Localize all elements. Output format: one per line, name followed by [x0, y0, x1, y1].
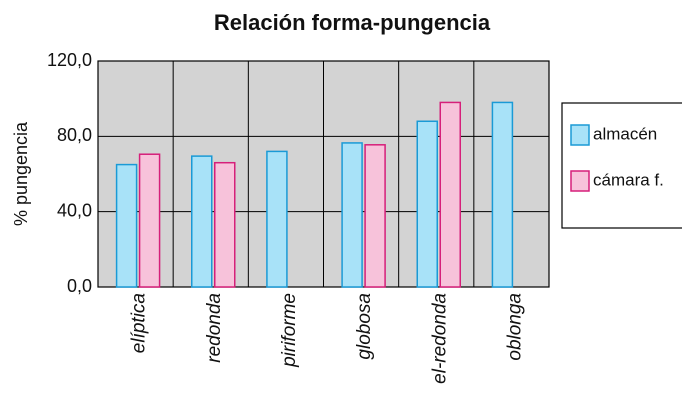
bar	[416, 120, 438, 288]
legend-label: cámara f.	[593, 170, 664, 189]
legend-swatch	[570, 124, 590, 146]
chart-title: Relación forma-pungencia	[214, 10, 491, 35]
y-tick-label: 120,0	[47, 50, 92, 70]
bar	[115, 163, 138, 288]
legend-label: almacén	[593, 124, 657, 143]
x-tick-label: el-redonda	[429, 293, 450, 384]
bar	[341, 142, 363, 288]
legend	[561, 102, 682, 229]
x-tick-label: piriforme	[279, 293, 300, 368]
bar	[491, 101, 514, 288]
y-tick-label: 40,0	[57, 200, 92, 220]
legend-swatch	[570, 170, 590, 192]
bar	[138, 153, 161, 288]
x-tick-label: elíptica	[129, 293, 150, 353]
y-tick-label: 0,0	[67, 276, 92, 296]
y-axis-label: % pungencia	[11, 121, 31, 226]
x-tick-label: globosa	[354, 293, 375, 360]
y-tick-label: 80,0	[57, 125, 92, 145]
bar	[191, 155, 213, 288]
x-tick-label: oblonga	[504, 293, 525, 361]
bar	[364, 144, 386, 288]
bar	[439, 101, 461, 288]
bar	[266, 150, 288, 288]
plot-border	[97, 60, 550, 288]
bar	[214, 161, 236, 288]
x-tick-label: redonda	[204, 293, 225, 363]
